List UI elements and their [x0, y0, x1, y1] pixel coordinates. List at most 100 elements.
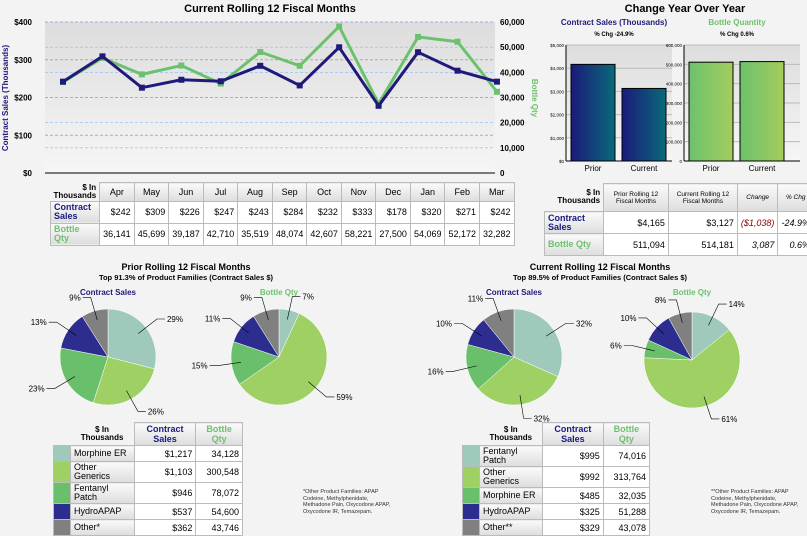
month-header: Jul — [202, 182, 239, 202]
cell: $284 — [271, 200, 308, 224]
y-tick-label: $0 — [23, 169, 32, 178]
cell: $178 — [375, 200, 411, 224]
prior-product-table: $ In Thousands Contract Sales Bottle Qty Mo… — [53, 422, 243, 536]
pie-title: Contract Sales — [80, 288, 137, 297]
prior-footnote: *Other Product Families: APAP Codeine, M… — [303, 489, 391, 515]
legend-swatch — [462, 503, 480, 520]
cell: 511,094 — [603, 233, 669, 256]
y-tick-label: 0 — [679, 159, 682, 164]
y-tick-label: $5,000 — [550, 43, 564, 48]
cell: $333 — [340, 200, 377, 224]
cell: $1,217 — [133, 445, 197, 462]
cell: $992 — [542, 466, 604, 488]
pie-section-title: Prior Rolling 12 Fiscal Months — [121, 262, 250, 272]
cell: $242 — [479, 200, 515, 224]
pie-percent-label: 26% — [148, 407, 164, 416]
pie-leader-line — [445, 365, 477, 372]
pie-percent-label: 11% — [468, 295, 483, 304]
pie-leader-line — [485, 298, 502, 321]
cell: 0.6% — [777, 233, 807, 256]
data-point — [257, 62, 264, 69]
pie-percent-label: 11% — [205, 315, 220, 324]
data-point — [296, 62, 303, 69]
cell: 52,172 — [444, 222, 480, 246]
table-corner: $ In Thousands — [80, 424, 124, 442]
column-header: Change — [736, 183, 779, 212]
y-tick-label: $100 — [14, 131, 32, 140]
y-tick-label: 200,000 — [666, 120, 683, 125]
y-axis-label: Contract Sales (Thousands) — [1, 45, 10, 152]
data-point — [375, 102, 382, 109]
y-tick-label: $3,000 — [550, 89, 564, 94]
pie-leader-line — [308, 381, 335, 398]
cell: $325 — [542, 503, 604, 520]
product-name: Morphine ER — [70, 445, 135, 462]
data-point — [99, 53, 106, 60]
pie-percent-label: 6% — [610, 341, 622, 350]
y-tick-label: 300,000 — [666, 101, 683, 106]
cell: $271 — [444, 200, 480, 224]
cell: $4,165 — [603, 211, 669, 234]
month-header: Sep — [271, 182, 308, 202]
pie-percent-label: 9% — [69, 293, 81, 302]
column-header: Bottle Qty — [195, 422, 243, 446]
pie-leader-line — [703, 396, 720, 420]
cell: $226 — [168, 200, 204, 224]
cell: $309 — [133, 200, 170, 224]
cell: $320 — [409, 200, 446, 224]
month-header: Aug — [237, 182, 273, 202]
pie-leader-line — [453, 322, 482, 337]
table-corner: $ In Thousands — [53, 182, 97, 200]
pie-section-subtitle: Top 89.5% of Product Families (Contract … — [513, 273, 688, 282]
pie-percent-label: 14% — [729, 300, 745, 309]
pie-leader-line — [253, 297, 269, 321]
cell: $995 — [542, 445, 604, 467]
cell: $485 — [542, 487, 604, 504]
cell: $362 — [133, 519, 197, 536]
row-label: Contract Sales — [543, 211, 605, 234]
legend-swatch — [462, 445, 480, 467]
series-line-bottle — [62, 23, 499, 107]
month-header: Nov — [340, 182, 377, 202]
cell: 34,128 — [195, 445, 243, 462]
y2-tick-label: 10,000 — [500, 144, 525, 153]
product-name: Other Generics — [478, 466, 544, 488]
month-header: Feb — [444, 182, 480, 202]
cell: ($1,038) — [736, 211, 779, 234]
pie-leader-line — [48, 321, 77, 336]
current-product-table: $ In Thousands Contract Sales Bottle Qty Fe… — [462, 422, 651, 536]
data-point — [296, 82, 303, 89]
cell: $1,103 — [133, 461, 197, 483]
month-header: Oct — [306, 182, 342, 202]
y-tick-label: $400 — [14, 18, 32, 27]
column-header: % Chg — [777, 183, 807, 212]
product-name: Fentanyl Patch — [478, 445, 544, 467]
cell: 42,607 — [306, 222, 342, 246]
pie-leader-line — [82, 297, 98, 321]
bar-category-label: Prior — [585, 164, 602, 173]
pie-leader-line — [138, 318, 165, 334]
y2-tick-label: 0 — [500, 169, 505, 178]
month-header: Jan — [409, 182, 446, 202]
cell: $243 — [237, 200, 273, 224]
product-name: Other** — [478, 519, 544, 536]
pie-percent-label: 7% — [302, 292, 314, 301]
month-header: May — [133, 182, 170, 202]
data-point — [415, 49, 422, 56]
row-label-bottle: Bottle Qty — [49, 222, 101, 246]
pie-leader-line — [519, 394, 532, 419]
pie-leader-line — [708, 303, 727, 326]
cell: $242 — [99, 200, 135, 224]
legend-swatch — [53, 445, 71, 462]
cell: 36,141 — [99, 222, 135, 246]
yoy-title: Change Year Over Year — [625, 3, 746, 15]
pie-percent-label: 10% — [436, 319, 452, 328]
cell: 32,035 — [602, 487, 651, 504]
month-header: Dec — [375, 182, 411, 202]
cell: 54,069 — [409, 222, 446, 246]
bar-current — [739, 61, 785, 162]
month-header: Mar — [479, 182, 515, 202]
cell: $247 — [202, 200, 239, 224]
cell: -24.9% — [777, 211, 807, 234]
line-chart-title: Current Rolling 12 Fiscal Months — [184, 3, 356, 15]
